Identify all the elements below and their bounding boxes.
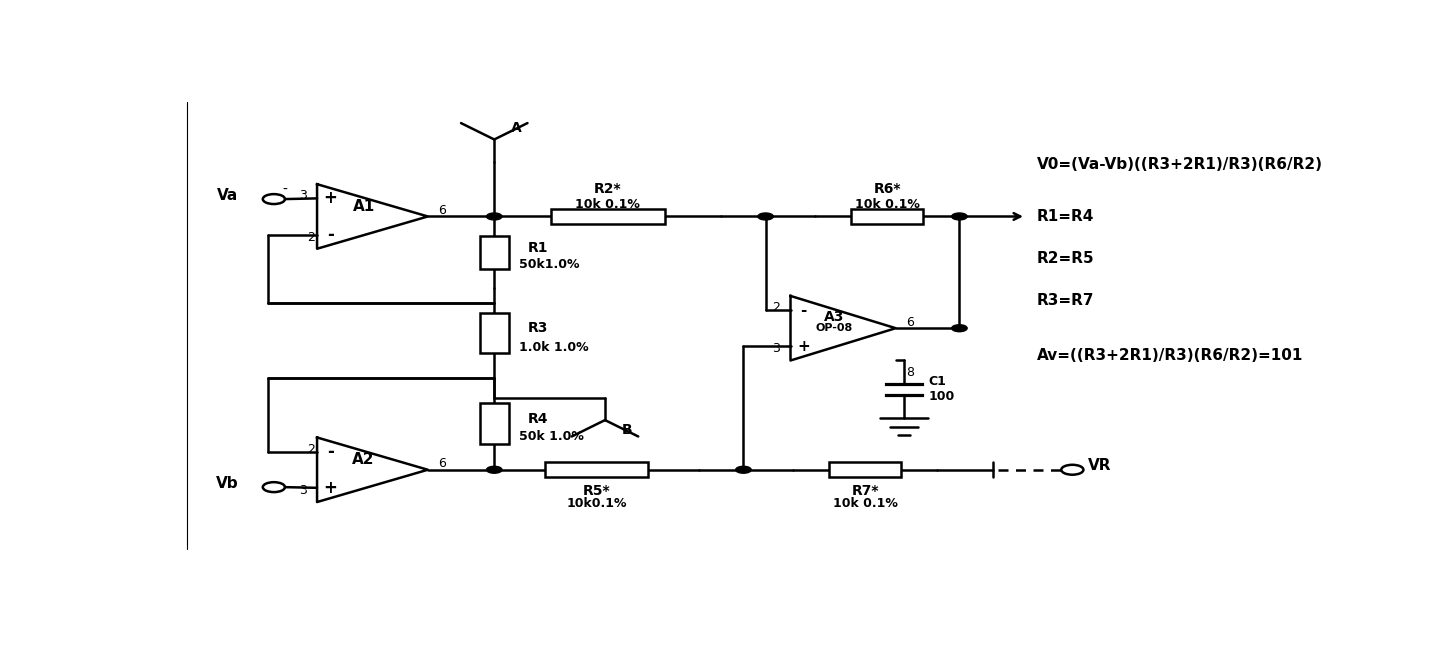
Bar — [829, 462, 902, 477]
Text: -: - — [283, 183, 287, 197]
Text: A: A — [512, 121, 522, 135]
Text: 10k 0.1%: 10k 0.1% — [833, 497, 897, 510]
Text: R3=R7: R3=R7 — [1037, 293, 1095, 308]
Text: OP-08: OP-08 — [816, 323, 853, 333]
Circle shape — [952, 324, 967, 332]
Text: 1.0k 1.0%: 1.0k 1.0% — [519, 341, 589, 353]
Text: -: - — [327, 442, 334, 461]
Text: 10k 0.1%: 10k 0.1% — [855, 197, 920, 210]
Text: A3: A3 — [825, 310, 845, 324]
Text: 3: 3 — [299, 190, 307, 203]
Circle shape — [486, 213, 502, 220]
Text: 6: 6 — [906, 316, 915, 329]
Text: R2=R5: R2=R5 — [1037, 251, 1095, 266]
Text: 100: 100 — [929, 390, 955, 403]
Text: VR: VR — [1089, 459, 1112, 473]
Text: 3: 3 — [772, 342, 780, 355]
Text: R7*: R7* — [852, 484, 879, 498]
Text: -: - — [327, 226, 334, 244]
Text: Va: Va — [217, 188, 239, 203]
Text: A2: A2 — [353, 452, 374, 468]
Text: R1: R1 — [527, 241, 547, 255]
Bar — [480, 403, 509, 444]
Text: +: + — [323, 479, 337, 497]
Bar — [852, 209, 923, 224]
Text: R3: R3 — [527, 321, 547, 335]
Text: Av=((R3+2R1)/R3)(R6/R2)=101: Av=((R3+2R1)/R3)(R6/R2)=101 — [1037, 348, 1303, 363]
Text: 6: 6 — [439, 457, 446, 470]
Circle shape — [952, 213, 967, 220]
Text: 6: 6 — [439, 204, 446, 217]
Text: R2*: R2* — [594, 182, 622, 196]
Circle shape — [736, 466, 752, 473]
Text: 8: 8 — [906, 366, 915, 379]
Text: 2: 2 — [307, 442, 316, 455]
Text: +: + — [797, 339, 810, 354]
Text: 50k1.0%: 50k1.0% — [519, 259, 579, 272]
Text: C1: C1 — [929, 375, 946, 388]
Text: 2: 2 — [307, 231, 316, 244]
Bar — [552, 209, 664, 224]
Text: 50k 1.0%: 50k 1.0% — [519, 430, 583, 442]
Text: Vb: Vb — [216, 475, 239, 491]
Text: V0=(Va-Vb)((R3+2R1)/R3)(R6/R2): V0=(Va-Vb)((R3+2R1)/R3)(R6/R2) — [1037, 157, 1323, 172]
Text: R6*: R6* — [873, 182, 902, 196]
Text: 10k 0.1%: 10k 0.1% — [576, 197, 640, 210]
Circle shape — [486, 466, 502, 473]
Text: -: - — [800, 303, 807, 317]
Text: R1=R4: R1=R4 — [1037, 209, 1095, 224]
Text: R5*: R5* — [583, 484, 610, 498]
Circle shape — [757, 213, 773, 220]
Text: 3: 3 — [299, 484, 307, 497]
Text: +: + — [323, 190, 337, 208]
Text: R4: R4 — [527, 412, 547, 426]
Text: A1: A1 — [353, 199, 374, 214]
Text: 2: 2 — [772, 301, 780, 314]
Text: 10k0.1%: 10k0.1% — [566, 497, 627, 510]
Bar — [480, 236, 509, 269]
Text: B: B — [622, 423, 633, 437]
Bar — [480, 313, 509, 353]
Bar — [546, 462, 647, 477]
